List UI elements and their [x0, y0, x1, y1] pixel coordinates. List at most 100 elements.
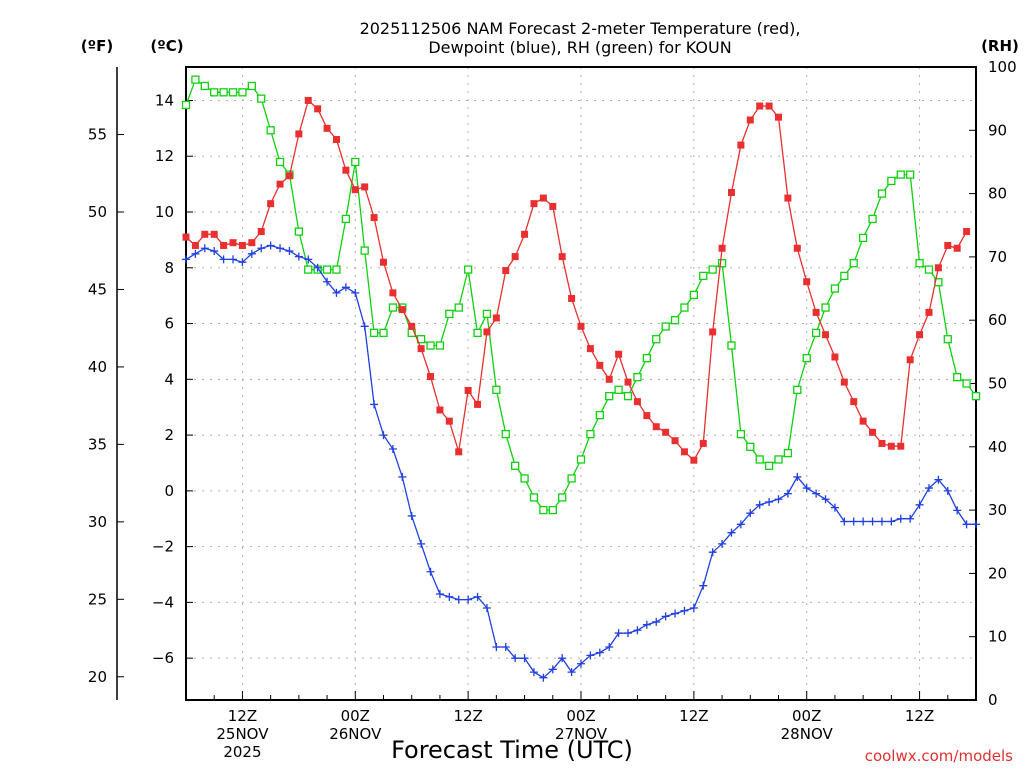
rh-tick-label: 50 — [988, 375, 1007, 393]
rh-tick-label: 10 — [988, 628, 1007, 646]
temperature-series — [182, 96, 971, 464]
celsius-axis: −6 −4 −2 0 2 4 6 8 10 12 14 — [152, 91, 193, 667]
dewpoint-point — [765, 498, 774, 507]
temperature-point — [596, 361, 604, 369]
x-tick-label: 12Z — [679, 707, 708, 725]
rh-point — [896, 170, 905, 179]
dewpoint-point — [868, 517, 877, 526]
rh-point — [953, 373, 962, 382]
temperature-point — [521, 230, 529, 238]
dewpoint-point — [718, 539, 727, 548]
temperature-point — [953, 244, 961, 252]
temperature-point — [916, 331, 924, 339]
rh-point — [473, 328, 482, 338]
rh-point — [181, 100, 191, 110]
temperature-point — [859, 417, 867, 425]
rh-point — [492, 385, 501, 394]
rh-point — [304, 265, 313, 274]
temperature-point — [869, 428, 877, 436]
dewpoint-point — [671, 609, 680, 618]
rh-point — [793, 385, 802, 394]
dewpoint-point — [755, 500, 764, 509]
rh-tick-label: 80 — [988, 185, 1007, 203]
temperature-point — [756, 102, 764, 110]
dewpoint-point — [360, 322, 369, 331]
rh-point — [511, 461, 520, 470]
temperature-point — [803, 278, 811, 286]
temperature-point — [238, 241, 246, 249]
temperature-point — [633, 398, 641, 406]
dewpoint-point — [398, 472, 407, 481]
rh-point — [576, 455, 586, 464]
dewpoint-point — [614, 629, 623, 638]
temperature-point — [417, 345, 425, 353]
temperature-point — [427, 373, 435, 381]
temperature-point — [445, 417, 453, 425]
temperature-point — [671, 437, 679, 445]
unit-label-rh: (RH) — [981, 37, 1019, 55]
rh-point — [680, 303, 689, 312]
celsius-tick-label: 8 — [164, 259, 174, 277]
dewpoint-point — [247, 249, 256, 258]
dewpoint-point — [708, 548, 717, 557]
fahrenheit-tick-label: 45 — [88, 280, 107, 298]
rh-point — [435, 341, 445, 350]
dewpoint-point — [266, 241, 275, 250]
dewpoint-point — [332, 288, 341, 297]
rh-point — [426, 341, 435, 350]
rh-line — [185, 78, 977, 511]
rh-point — [821, 303, 830, 312]
temperature-point — [577, 322, 585, 330]
temperature-point — [257, 228, 265, 236]
rh-tick-label: 70 — [988, 248, 1007, 266]
rh-point — [652, 335, 661, 344]
temperature-point — [201, 230, 209, 238]
rh-point — [614, 385, 623, 394]
temperature-point — [229, 239, 237, 247]
x-tick-label: 12Z — [453, 707, 482, 725]
dewpoint-point — [633, 626, 642, 635]
rh-point — [858, 233, 868, 243]
dewpoint-point — [313, 263, 322, 272]
temperature-point — [690, 456, 698, 464]
rh-point — [539, 505, 548, 515]
temperature-point — [906, 356, 914, 364]
temperature-point — [775, 113, 782, 121]
fahrenheit-axis: 20 25 30 35 40 45 50 55 — [88, 126, 124, 686]
dewpoint-point — [821, 495, 830, 504]
celsius-tick-label: −4 — [152, 593, 174, 611]
temperature-point — [549, 202, 557, 210]
dewpoint-point — [341, 283, 350, 292]
fahrenheit-tick-label: 30 — [88, 513, 107, 531]
temperature-point — [662, 428, 670, 436]
rh-point — [191, 75, 200, 84]
rh-point — [445, 309, 454, 319]
temperature-point — [652, 423, 660, 431]
rh-point — [943, 335, 952, 344]
temperature-point — [276, 180, 284, 188]
dewpoint-point — [906, 514, 915, 523]
celsius-tick-label: 14 — [155, 91, 174, 109]
dewpoint-point — [323, 277, 332, 286]
temperature-point — [342, 166, 350, 174]
rh-point — [736, 429, 746, 439]
rh-point — [200, 81, 209, 91]
rh-point — [463, 265, 473, 274]
rh-point — [962, 379, 971, 388]
celsius-tick-label: 10 — [155, 203, 174, 221]
rh-point — [689, 290, 699, 300]
rh-point — [661, 322, 670, 331]
dewpoint-point — [699, 581, 708, 590]
dewpoint-point — [200, 244, 209, 253]
rh-tick-label: 90 — [988, 121, 1007, 139]
temperature-point — [323, 124, 331, 132]
dewpoint-point — [511, 654, 520, 663]
dewpoint-point — [464, 595, 473, 604]
dewpoint-point — [746, 509, 755, 518]
dewpoint-point — [229, 255, 238, 264]
rh-point — [699, 271, 708, 281]
rh-point — [924, 265, 934, 274]
x-tick-label: 2025 — [223, 743, 261, 761]
dewpoint-point — [388, 445, 397, 454]
